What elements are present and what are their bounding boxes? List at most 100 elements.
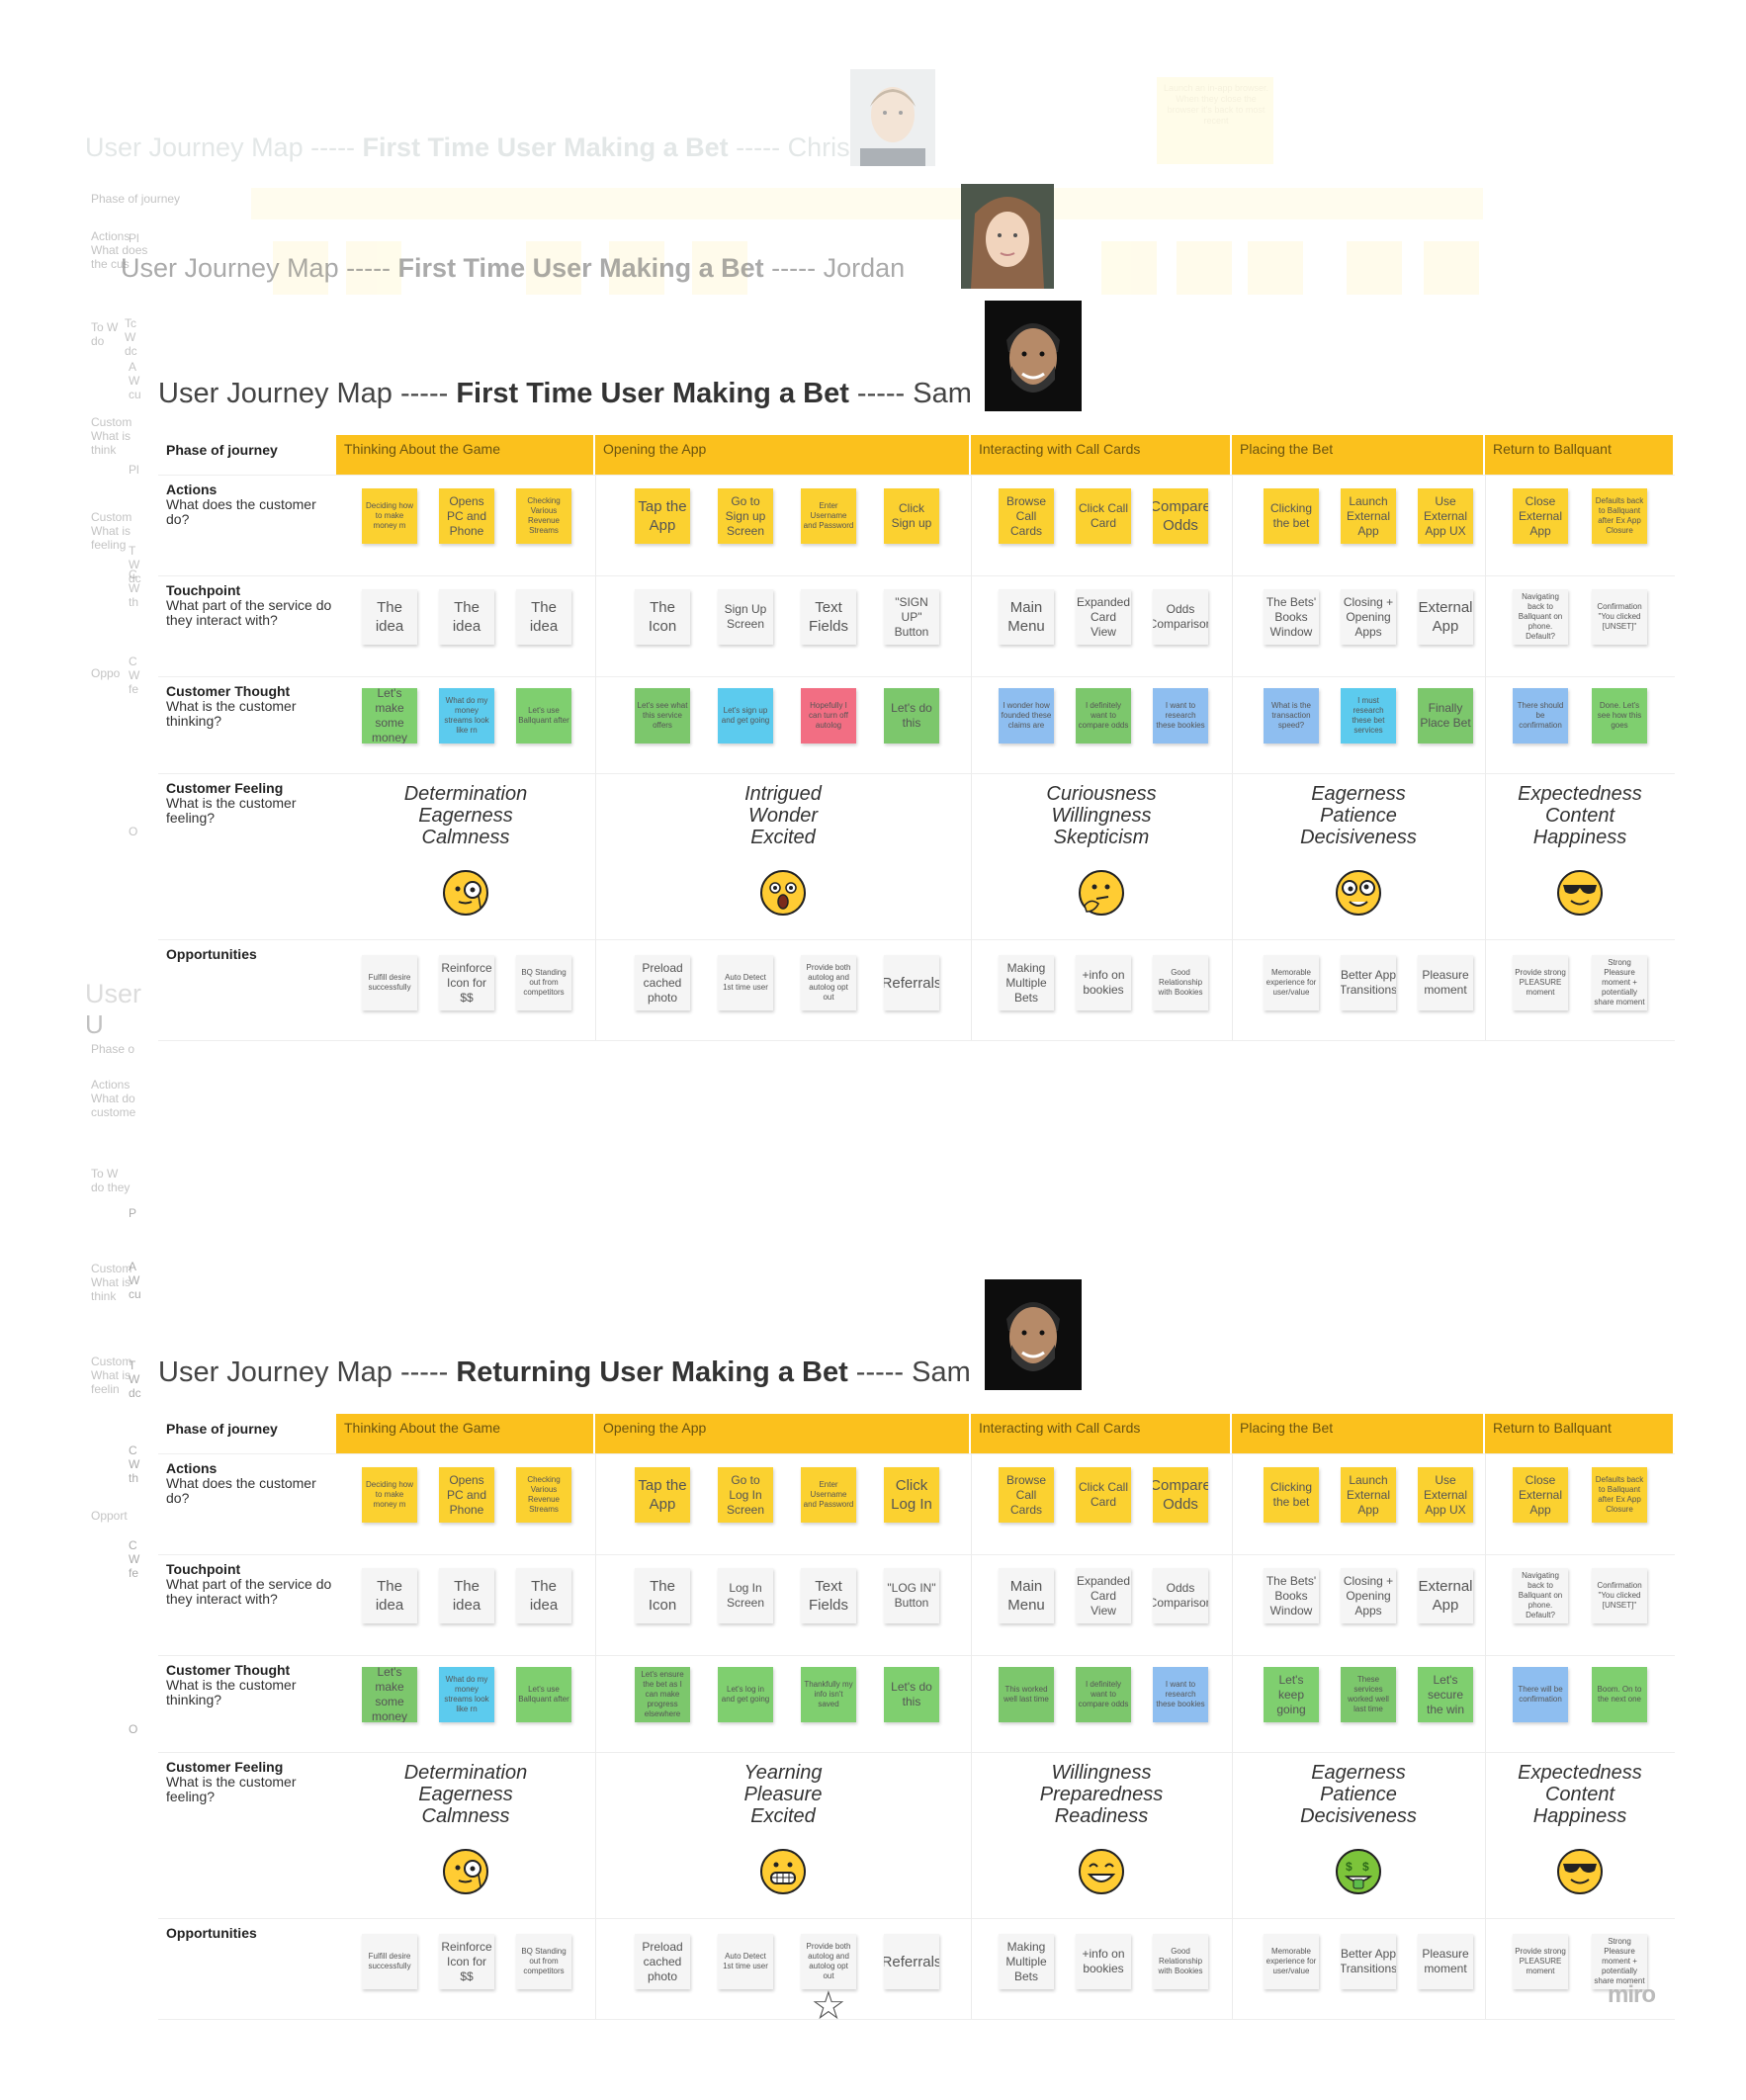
sticky-note-thought[interactable]: These services worked well last time — [1341, 1667, 1396, 1722]
sticky-note-opportunities[interactable]: Making Multiple Bets — [999, 1934, 1054, 1989]
sticky-note-touchpoint[interactable]: The idea — [516, 589, 571, 645]
sticky-note-thought[interactable]: I want to research these bookies — [1153, 1667, 1208, 1722]
sticky-note-actions[interactable]: Click Sign up — [884, 488, 939, 544]
sticky-note-opportunities[interactable]: Referrals — [884, 955, 939, 1010]
sticky-note-touchpoint[interactable]: The Bets' Books Window — [1264, 1568, 1319, 1623]
sticky-note-thought[interactable]: Finally Place Bet — [1418, 688, 1473, 744]
sticky-note-thought[interactable]: Let's keep going — [1264, 1667, 1319, 1722]
sticky-note-thought[interactable]: I must research these bet services — [1341, 688, 1396, 744]
sticky-note-actions[interactable]: Go to Log In Screen — [718, 1467, 773, 1523]
sticky-note-actions[interactable]: Checking Various Revenue Streams — [516, 1467, 571, 1523]
sticky-note-thought[interactable]: Let's use Ballquant after — [516, 688, 571, 744]
sticky-note-touchpoint[interactable]: Confirmation "You clicked [UNSET]" — [1592, 589, 1647, 645]
sticky-note-thought[interactable]: There will be confirmation — [1513, 1667, 1568, 1722]
phase-header[interactable]: Placing the Bet — [1232, 435, 1485, 475]
sticky-note-actions[interactable]: Use External App UX — [1418, 488, 1473, 544]
sticky-note-thought[interactable]: Let's secure the win — [1418, 1667, 1473, 1722]
sticky-note-opportunities[interactable]: Preload cached photo — [635, 1934, 690, 1989]
sticky-note-opportunities[interactable]: Better App Transitions — [1341, 1934, 1396, 1989]
sticky-note-thought[interactable]: What do my money streams look like rn — [439, 1667, 494, 1722]
sticky-note-opportunities[interactable]: +info on bookies — [1076, 955, 1131, 1010]
sticky-note-opportunities[interactable]: BQ Standing out from competitors — [516, 955, 571, 1010]
sticky-note-opportunities[interactable]: Fulfill desire successfully — [362, 955, 417, 1010]
phase-header[interactable]: Thinking About the Game — [336, 435, 595, 475]
sticky-note-touchpoint[interactable]: External App — [1418, 589, 1473, 645]
sticky-note-touchpoint[interactable]: The Icon — [635, 1568, 690, 1623]
sticky-note-thought[interactable]: Thankfully my info isn't saved — [801, 1667, 856, 1722]
sticky-note-actions[interactable]: Browse Call Cards — [999, 1467, 1054, 1523]
sticky-note-thought[interactable]: I want to research these bookies — [1153, 688, 1208, 744]
sticky-note-thought[interactable]: Hopefully I can turn off autolog — [801, 688, 856, 744]
sticky-note-opportunities[interactable]: Pleasure moment — [1418, 955, 1473, 1010]
sticky-note-thought[interactable]: I definitely want to compare odds — [1076, 688, 1131, 744]
sticky-note-actions[interactable]: Enter Username and Password — [801, 1467, 856, 1523]
sticky-note-touchpoint[interactable]: Expanded Card View — [1076, 1568, 1131, 1623]
sticky-note-opportunities[interactable]: Good Relationship with Bookies — [1153, 1934, 1208, 1989]
sticky-note-actions[interactable]: Go to Sign up Screen — [718, 488, 773, 544]
sticky-note-thought[interactable]: Let's do this — [884, 688, 939, 744]
sticky-note-touchpoint[interactable]: Navigating back to Ballquant on phone. D… — [1513, 589, 1568, 645]
sticky-note-thought[interactable]: What is the transaction speed? — [1264, 688, 1319, 744]
phase-header[interactable]: Thinking About the Game — [336, 1414, 595, 1453]
sticky-note-touchpoint[interactable]: The Bets' Books Window — [1264, 589, 1319, 645]
sticky-note-touchpoint[interactable]: Log In Screen — [718, 1568, 773, 1623]
sticky-note-thought[interactable]: I definitely want to compare odds — [1076, 1667, 1131, 1722]
sticky-note-touchpoint[interactable]: External App — [1418, 1568, 1473, 1623]
sticky-note-actions[interactable]: Tap the App — [635, 1467, 690, 1523]
sticky-note-opportunities[interactable]: Reinforce Icon for $$ — [439, 955, 494, 1010]
sticky-note-opportunities[interactable]: +info on bookies — [1076, 1934, 1131, 1989]
sticky-note-actions[interactable]: Deciding how to make money m — [362, 488, 417, 544]
sticky-note-actions[interactable]: Checking Various Revenue Streams — [516, 488, 571, 544]
sticky-note-touchpoint[interactable]: Confirmation "You clicked [UNSET]" — [1592, 1568, 1647, 1623]
sticky-note-actions[interactable]: Launch External App — [1341, 488, 1396, 544]
sticky-note-actions[interactable]: Close External App — [1513, 488, 1568, 544]
sticky-note-actions[interactable]: Launch External App — [1341, 1467, 1396, 1523]
sticky-note-thought[interactable]: Let's use Ballquant after — [516, 1667, 571, 1722]
sticky-note-opportunities[interactable]: Strong Pleasure moment + potentially sha… — [1592, 1934, 1647, 1989]
sticky-note-touchpoint[interactable]: The idea — [362, 589, 417, 645]
sticky-note-touchpoint[interactable]: The idea — [439, 1568, 494, 1623]
sticky-note-opportunities[interactable]: Memorable experience for user/value — [1264, 955, 1319, 1010]
sticky-note-opportunities[interactable]: Referrals — [884, 1934, 939, 1989]
phase-header[interactable]: Interacting with Call Cards — [971, 1414, 1232, 1453]
sticky-note-touchpoint[interactable]: "SIGN UP" Button — [884, 589, 939, 645]
sticky-note-actions[interactable]: Clicking the bet — [1264, 488, 1319, 544]
sticky-note-opportunities[interactable]: Provide strong PLEASURE moment — [1513, 1934, 1568, 1989]
sticky-note-opportunities[interactable]: Auto Detect 1st time user — [718, 1934, 773, 1989]
sticky-note-opportunities[interactable]: Strong Pleasure moment + potentially sha… — [1592, 955, 1647, 1010]
sticky-note-touchpoint[interactable]: Main Menu — [999, 589, 1054, 645]
sticky-note-touchpoint[interactable]: Expanded Card View — [1076, 589, 1131, 645]
sticky-note-touchpoint[interactable]: The idea — [439, 589, 494, 645]
sticky-note-thought[interactable]: I wonder how founded these claims are — [999, 688, 1054, 744]
sticky-note-actions[interactable]: Click Call Card — [1076, 488, 1131, 544]
sticky-note-actions[interactable]: Click Call Card — [1076, 1467, 1131, 1523]
sticky-note-touchpoint[interactable]: Closing + Opening Apps — [1341, 589, 1396, 645]
sticky-note-touchpoint[interactable]: Sign Up Screen — [718, 589, 773, 645]
sticky-note-thought[interactable]: Let's make some money — [362, 1667, 417, 1722]
sticky-note-thought[interactable]: Let's sign up and get going — [718, 688, 773, 744]
sticky-note-opportunities[interactable]: Provide both autolog and autolog opt out — [801, 955, 856, 1010]
phase-header[interactable]: Return to Ballquant — [1485, 435, 1675, 475]
sticky-note-actions[interactable]: Opens PC and Phone — [439, 488, 494, 544]
sticky-note-thought[interactable]: There should be confirmation — [1513, 688, 1568, 744]
sticky-note-actions[interactable]: Click Log In — [884, 1467, 939, 1523]
sticky-note-touchpoint[interactable]: Odds Comparison — [1153, 1568, 1208, 1623]
sticky-note-touchpoint[interactable]: Navigating back to Ballquant on phone. D… — [1513, 1568, 1568, 1623]
sticky-note-opportunities[interactable]: Pleasure moment — [1418, 1934, 1473, 1989]
sticky-note-actions[interactable]: Compare Odds — [1153, 1467, 1208, 1523]
sticky-note-thought[interactable]: This worked well last time — [999, 1667, 1054, 1722]
sticky-note-actions[interactable]: Deciding how to make money m — [362, 1467, 417, 1523]
phase-header[interactable]: Placing the Bet — [1232, 1414, 1485, 1453]
sticky-note-opportunities[interactable]: Making Multiple Bets — [999, 955, 1054, 1010]
sticky-note-thought[interactable]: Let's ensure the bet as I can make progr… — [635, 1667, 690, 1722]
sticky-note-touchpoint[interactable]: The idea — [516, 1568, 571, 1623]
sticky-note-touchpoint[interactable]: Closing + Opening Apps — [1341, 1568, 1396, 1623]
star-icon[interactable]: ☆ — [811, 1984, 846, 2028]
sticky-note-actions[interactable]: Defaults back to Ballquant after Ex App … — [1592, 488, 1647, 544]
sticky-note-actions[interactable]: Close External App — [1513, 1467, 1568, 1523]
sticky-note-actions[interactable]: Clicking the bet — [1264, 1467, 1319, 1523]
sticky-note-opportunities[interactable]: BQ Standing out from competitors — [516, 1934, 571, 1989]
sticky-note-opportunities[interactable]: Reinforce Icon for $$ — [439, 1934, 494, 1989]
sticky-note-touchpoint[interactable]: The Icon — [635, 589, 690, 645]
phase-header[interactable]: Opening the App — [595, 435, 971, 475]
